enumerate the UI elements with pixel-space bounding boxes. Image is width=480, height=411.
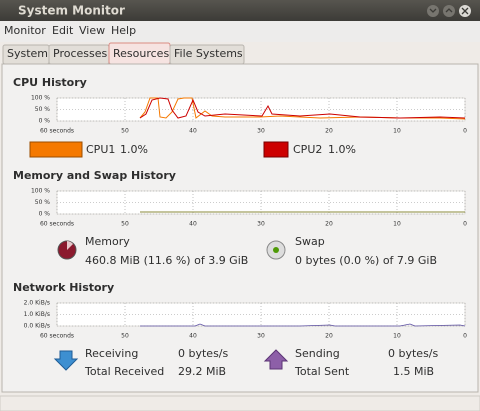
x-label: 50 <box>121 333 129 340</box>
y-label: 0.0 KiB/s <box>24 323 50 330</box>
y-label: 2.0 KiB/s <box>24 300 50 307</box>
cpu1-swatch[interactable] <box>29 141 83 158</box>
cpu2-label: CPU2 <box>293 143 322 156</box>
status-strip <box>0 395 480 411</box>
memory-value: 460.8 MiB (11.6 %) of 3.9 GiB <box>85 254 248 267</box>
x-label: 40 <box>189 221 197 228</box>
x-label: 30 <box>257 333 265 340</box>
x-label: 60 seconds <box>40 221 74 228</box>
menu-item[interactable]: View <box>79 24 105 37</box>
x-label: 30 <box>257 221 265 228</box>
receiving-label: Receiving <box>85 347 138 360</box>
total-sent-value: 1.5 MiB <box>393 365 434 378</box>
x-label: 60 seconds <box>40 333 74 340</box>
x-label: 20 <box>325 221 333 228</box>
cpu1-line <box>139 97 466 120</box>
x-label: 60 seconds <box>40 128 74 135</box>
y-label: 50 % <box>35 199 51 206</box>
cpu1-value: 1.0% <box>120 143 148 156</box>
window-title: System Monitor <box>18 4 125 18</box>
swap-label: Swap <box>295 235 325 248</box>
swap-icon-dot <box>273 247 279 253</box>
x-label: 50 <box>121 128 129 135</box>
x-label: 40 <box>189 333 197 340</box>
cpu2-value: 1.0% <box>328 143 356 156</box>
memory-icon-slice <box>67 241 73 250</box>
y-label: 50 % <box>35 106 51 113</box>
section-title: CPU History <box>13 76 87 89</box>
tab-label[interactable]: File Systems <box>174 47 243 60</box>
memory-section: Memory and Swap History 100 % 50 % 0 % 60 se… <box>13 169 467 228</box>
menu-bar <box>0 21 480 42</box>
tab-label[interactable]: Resources <box>113 47 169 60</box>
y-label: 1.0 KiB/s <box>24 311 50 318</box>
minimize-button[interactable] <box>427 5 439 17</box>
x-label: 10 <box>393 333 401 340</box>
section-title: Network History <box>13 281 114 294</box>
menu-item[interactable]: Help <box>111 24 136 37</box>
tab-label[interactable]: System <box>7 47 48 60</box>
button-glyphs <box>429 7 469 15</box>
x-label: 30 <box>257 128 265 135</box>
tab-label[interactable]: Processes <box>53 47 107 60</box>
y-label: 0 % <box>39 118 51 125</box>
sending-icon[interactable] <box>263 349 289 370</box>
y-label: 100 % <box>31 188 50 195</box>
x-label: 40 <box>189 128 197 135</box>
tabs: System Processes Resources File Systems <box>2 42 245 65</box>
y-label: 100 % <box>31 95 50 102</box>
receiving-value: 0 bytes/s <box>178 347 229 360</box>
section-title: Memory and Swap History <box>13 169 176 182</box>
x-label: 0 <box>463 128 467 135</box>
cpu2-line <box>139 97 466 119</box>
menu: Monitor Edit View Help <box>4 24 136 37</box>
total-received-label: Total Received <box>84 365 164 378</box>
menu-item[interactable]: Monitor <box>4 24 46 37</box>
cpu2-swatch[interactable] <box>263 141 289 158</box>
x-label: 10 <box>393 221 401 228</box>
cpu1-label: CPU1 <box>86 143 115 156</box>
sending-value: 0 bytes/s <box>388 347 439 360</box>
network-line <box>140 323 466 327</box>
menu-item[interactable]: Edit <box>52 24 74 37</box>
x-label: 50 <box>121 221 129 228</box>
total-sent-label: Total Sent <box>294 365 350 378</box>
x-label: 0 <box>463 221 467 228</box>
x-label: 20 <box>325 333 333 340</box>
sending-label: Sending <box>295 347 340 360</box>
total-received-value: 29.2 MiB <box>178 365 226 378</box>
memory-label: Memory <box>85 235 130 248</box>
title-bar <box>0 0 480 21</box>
window-buttons <box>427 5 471 17</box>
x-label: 10 <box>393 128 401 135</box>
y-label: 0 % <box>39 211 51 218</box>
swap-value: 0 bytes (0.0 %) of 7.9 GiB <box>295 254 437 267</box>
network-section: Network History 2.0 KiB/s 1.0 KiB/s 0.0 KiB… <box>13 281 467 340</box>
x-label: 0 <box>463 333 467 340</box>
receiving-icon[interactable] <box>53 350 79 371</box>
x-label: 20 <box>325 128 333 135</box>
maximize-button[interactable] <box>443 5 455 17</box>
